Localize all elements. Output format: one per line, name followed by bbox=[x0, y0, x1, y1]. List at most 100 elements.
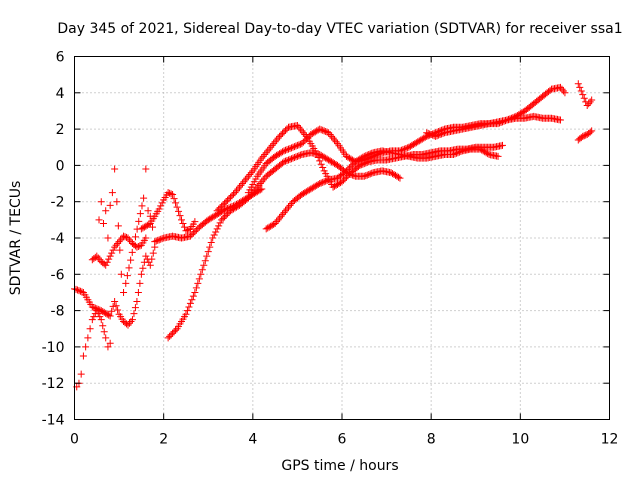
data-point-interp bbox=[192, 226, 200, 234]
data-layer bbox=[71, 80, 596, 391]
data-point-interp bbox=[424, 129, 432, 137]
data-point-interp bbox=[256, 180, 264, 188]
data-point bbox=[338, 178, 346, 186]
data-point-interp bbox=[329, 134, 337, 142]
data-point-interp bbox=[282, 146, 290, 154]
data-point-interp bbox=[280, 128, 288, 136]
data-point-interp bbox=[507, 114, 515, 122]
data-point-interp bbox=[219, 201, 227, 209]
data-point-interp bbox=[154, 236, 162, 244]
data-point-interp bbox=[585, 100, 593, 108]
data-point-interp bbox=[332, 181, 340, 189]
data-point bbox=[137, 270, 145, 278]
data-point bbox=[316, 180, 324, 188]
data-point-interp bbox=[513, 111, 521, 119]
data-point-interp bbox=[222, 211, 230, 219]
data-point-interp bbox=[139, 224, 147, 232]
data-point-interp bbox=[215, 222, 223, 230]
data-point bbox=[108, 189, 116, 197]
data-point-interp bbox=[109, 246, 117, 254]
data-point-interp bbox=[314, 180, 322, 188]
data-point-interp bbox=[224, 196, 232, 204]
data-point-interp bbox=[322, 154, 330, 162]
data-point bbox=[142, 252, 150, 260]
data-point-interp bbox=[197, 270, 205, 278]
data-point-interp bbox=[232, 187, 240, 195]
data-point-interp bbox=[418, 135, 426, 143]
y-tick-label: -10 bbox=[42, 340, 65, 356]
data-point-interp bbox=[166, 189, 174, 197]
data-point-interp bbox=[301, 131, 309, 139]
data-point-interp bbox=[577, 134, 585, 142]
data-point bbox=[84, 334, 92, 342]
data-point-interp bbox=[270, 140, 278, 148]
data-point-interp bbox=[580, 94, 588, 102]
data-point bbox=[111, 298, 119, 306]
data-point bbox=[151, 238, 159, 246]
data-point-interp bbox=[311, 128, 319, 136]
x-tick-label: 6 bbox=[338, 432, 347, 448]
data-point-interp bbox=[167, 331, 175, 339]
data-point-interp bbox=[501, 117, 509, 125]
data-point-interp bbox=[117, 236, 125, 244]
data-point bbox=[276, 132, 284, 140]
data-point-interp bbox=[136, 210, 144, 218]
data-point-interp bbox=[276, 214, 284, 222]
data-point-interp bbox=[409, 141, 417, 149]
data-point bbox=[307, 185, 315, 193]
data-point-interp bbox=[185, 226, 193, 234]
data-point-interp bbox=[299, 190, 307, 198]
data-point-interp bbox=[319, 164, 327, 172]
data-point-interp bbox=[366, 170, 374, 178]
data-point-interp bbox=[319, 126, 327, 134]
data-point bbox=[222, 205, 230, 213]
data-point-interp bbox=[283, 205, 291, 213]
data-point-interp bbox=[186, 299, 194, 307]
data-point bbox=[102, 261, 110, 269]
data-point-interp bbox=[78, 288, 86, 296]
data-point-interp bbox=[152, 237, 160, 245]
data-point-interp bbox=[232, 203, 240, 211]
data-point-interp bbox=[235, 183, 243, 191]
data-point-interp bbox=[582, 131, 590, 139]
data-point-interp bbox=[125, 319, 133, 327]
data-point-interp bbox=[273, 151, 281, 159]
data-point bbox=[102, 334, 110, 342]
data-point-interp bbox=[317, 126, 325, 134]
data-point-interp bbox=[207, 214, 215, 222]
data-point-interp bbox=[192, 284, 200, 292]
data-point-interp bbox=[299, 138, 307, 146]
data-point-interp bbox=[452, 149, 460, 157]
y-tick-label: -6 bbox=[51, 267, 65, 283]
data-point bbox=[280, 209, 288, 217]
data-point-interp bbox=[219, 207, 227, 215]
series-track-e bbox=[151, 185, 266, 246]
data-point-interp bbox=[479, 147, 487, 155]
data-point-interp bbox=[271, 138, 279, 146]
data-point bbox=[186, 232, 194, 240]
data-point-interp bbox=[506, 115, 514, 123]
data-point bbox=[449, 151, 457, 159]
data-point-interp bbox=[228, 206, 236, 214]
data-point bbox=[106, 339, 114, 347]
data-point-interp bbox=[265, 223, 273, 231]
data-point bbox=[99, 219, 107, 227]
data-point bbox=[128, 316, 136, 324]
data-point-interp bbox=[167, 190, 175, 198]
data-point-interp bbox=[127, 317, 135, 325]
data-point-interp bbox=[328, 132, 336, 140]
data-point bbox=[178, 216, 185, 224]
data-point-interp bbox=[246, 170, 254, 178]
data-point-interp bbox=[518, 109, 526, 117]
data-point bbox=[164, 189, 172, 197]
data-point-interp bbox=[130, 241, 138, 249]
x-tick-label: 12 bbox=[601, 432, 619, 448]
data-point bbox=[556, 116, 564, 124]
data-point-interp bbox=[188, 296, 196, 304]
data-point-interp bbox=[357, 154, 365, 162]
data-point-interp bbox=[258, 178, 266, 186]
data-point-interp bbox=[339, 176, 347, 184]
data-point-interp bbox=[108, 307, 116, 315]
data-point-interp bbox=[299, 129, 307, 137]
